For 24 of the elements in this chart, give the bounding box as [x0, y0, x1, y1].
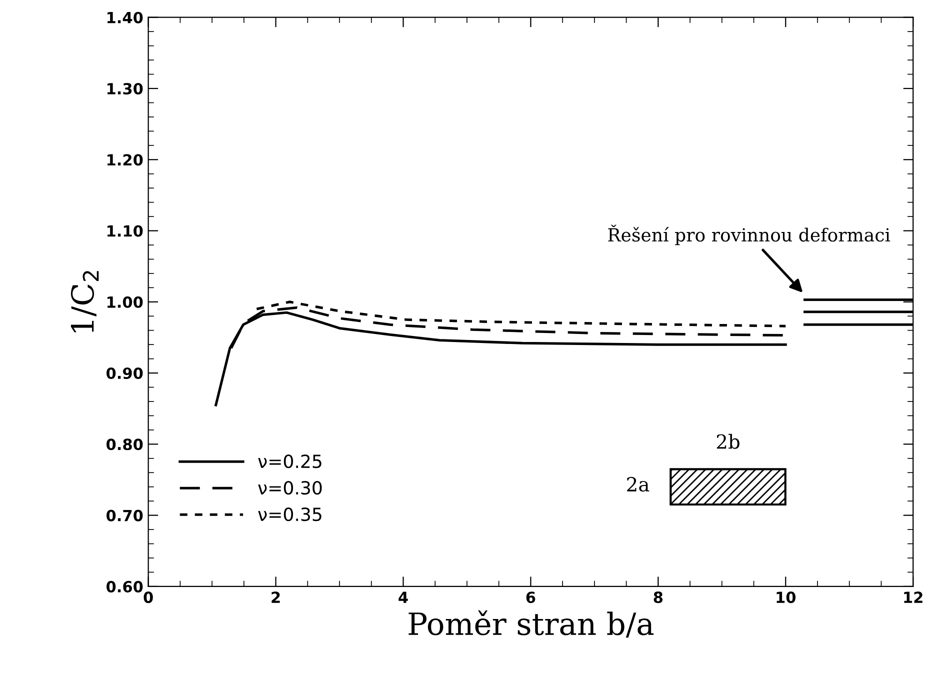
- y-tick-label: 0.70: [106, 510, 143, 522]
- x-tick-label: 4: [398, 592, 408, 603]
- legend-label: ν=0.25: [258, 454, 322, 468]
- legend-label: ν=0.30: [258, 480, 322, 495]
- x-tick-label: 12: [904, 592, 922, 603]
- y-tick-label: 1.30: [107, 82, 143, 95]
- x-tick-label: 2: [272, 592, 280, 603]
- annotation: 2b: [716, 434, 740, 449]
- y-tick-label: 1.10: [107, 225, 143, 237]
- x-tick-label: 0: [144, 592, 153, 604]
- y-tick-label: 0.60: [106, 580, 143, 592]
- annotation: Řešení pro rovinnou deformaci: [608, 224, 890, 246]
- y-tick-label: 0.80: [106, 438, 143, 450]
- annotation: 2a: [627, 476, 650, 492]
- y-tick-label: 1.20: [107, 154, 143, 166]
- y-axis-title: 1/C$_{2}$: [70, 271, 99, 332]
- x-tick-label: 6: [526, 592, 536, 604]
- y-tick-label: 1.40: [107, 12, 143, 24]
- x-tick-label: 8: [654, 592, 663, 604]
- y-tick-label: 0.90: [106, 367, 143, 380]
- legend-label: ν=0.35: [258, 508, 322, 522]
- x-axis-title: Poměr stran b/a: [408, 610, 654, 638]
- x-tick-label: 10: [776, 592, 796, 604]
- y-tick-label: 1.00: [107, 296, 143, 308]
